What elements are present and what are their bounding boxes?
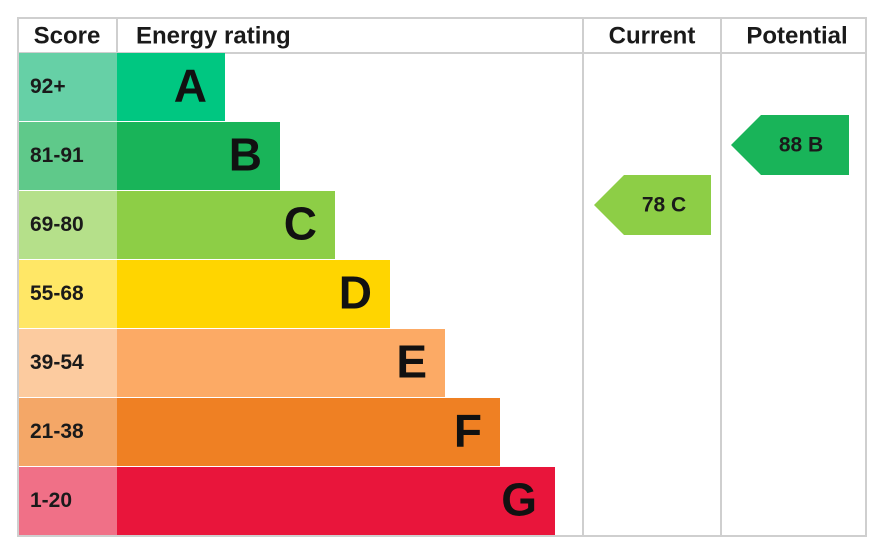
score-cell	[19, 329, 117, 397]
rating-bar	[117, 329, 445, 397]
current-rating: 78 C	[642, 194, 686, 217]
rating-letter: D	[339, 267, 372, 319]
rating-letter: E	[396, 336, 427, 388]
rating-bar	[117, 122, 280, 190]
header-potential: Potential	[746, 22, 847, 49]
rating-bar	[117, 398, 500, 466]
current-arrow	[594, 175, 711, 235]
rating-bar	[117, 260, 390, 328]
score-cell	[19, 122, 117, 190]
rating-letter: C	[284, 198, 317, 250]
score-cell	[19, 53, 117, 121]
score-range: 92+	[30, 75, 66, 98]
rating-bar	[117, 467, 555, 535]
score-range: 21-38	[30, 420, 84, 443]
rating-bar	[117, 53, 225, 121]
score-range: 55-68	[30, 282, 84, 305]
score-cell	[19, 398, 117, 466]
rating-letter: G	[501, 474, 537, 526]
score-cell	[19, 260, 117, 328]
score-range: 81-91	[30, 144, 84, 167]
rating-bar	[117, 191, 335, 259]
header-energy-rating: Energy rating	[136, 22, 291, 49]
bands: 92+ A 81-91 B 69-80 C 55-68 D 39-54 E 21-38 F 1-20 G	[19, 53, 555, 535]
rating-letter: F	[454, 405, 482, 457]
score-range: 1-20	[30, 489, 72, 512]
rating-letter: B	[229, 129, 262, 181]
potential-arrow	[731, 115, 849, 175]
score-cell	[19, 191, 117, 259]
score-range: 69-80	[30, 213, 84, 236]
score-range: 39-54	[30, 351, 84, 374]
potential-rating: 88 B	[779, 134, 823, 157]
header-score: Score	[34, 22, 101, 49]
score-cell	[19, 467, 117, 535]
rating-letter: A	[174, 60, 207, 112]
header-current: Current	[609, 22, 696, 49]
